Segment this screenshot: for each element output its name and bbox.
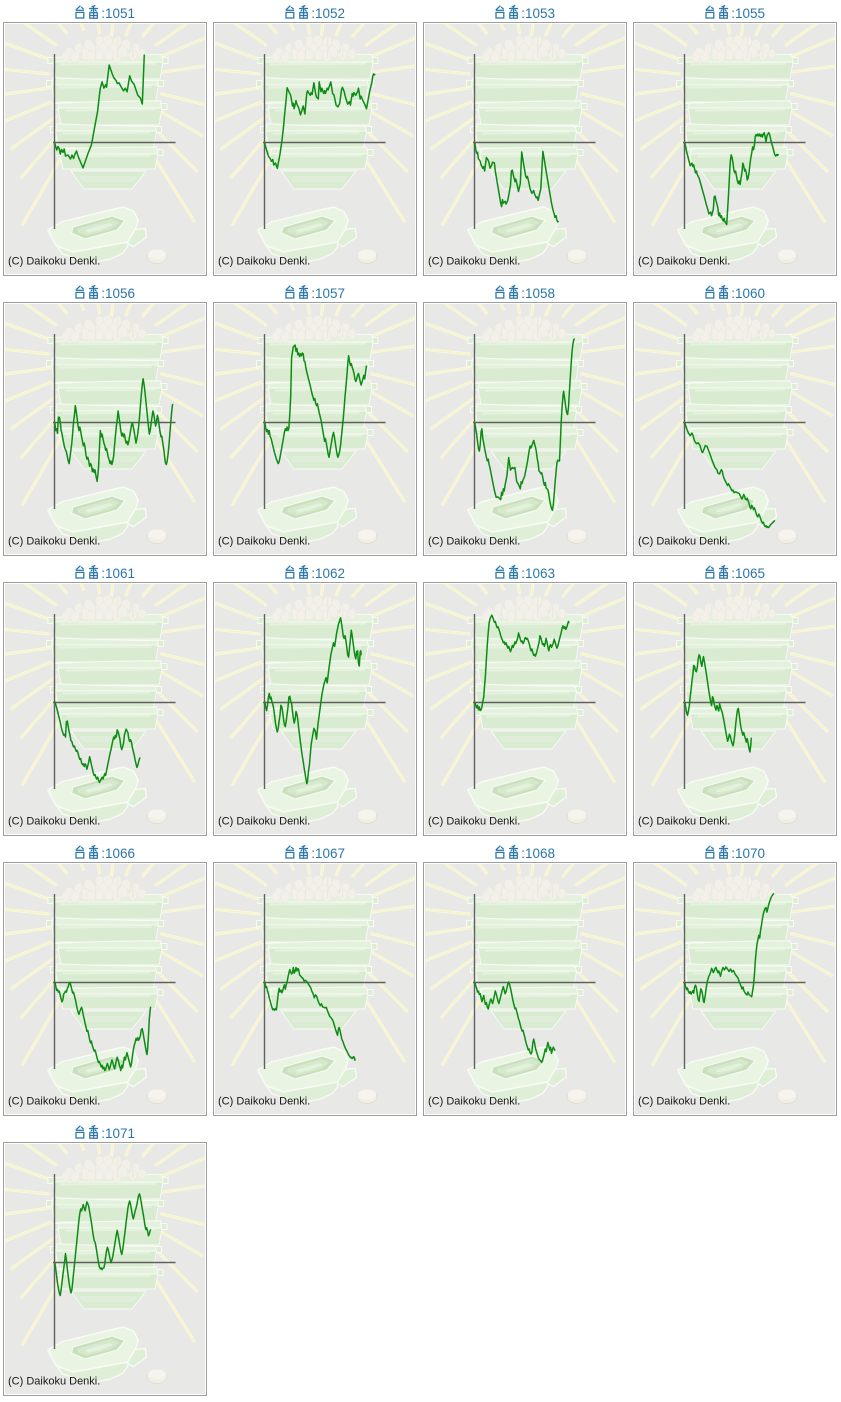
svg-text:(C) Daikoku Denki.: (C) Daikoku Denki.: [428, 816, 520, 828]
svg-text:(C) Daikoku Denki.: (C) Daikoku Denki.: [638, 256, 730, 268]
svg-text::1070: :1070: [731, 846, 765, 861]
svg-text::1063: :1063: [521, 566, 555, 581]
svg-text::1058: :1058: [521, 286, 555, 301]
svg-text::1067: :1067: [311, 846, 345, 861]
svg-text:(C) Daikoku Denki.: (C) Daikoku Denki.: [218, 1096, 310, 1108]
svg-text:(C) Daikoku Denki.: (C) Daikoku Denki.: [218, 816, 310, 828]
svg-text::1051: :1051: [101, 6, 135, 21]
svg-text:(C) Daikoku Denki.: (C) Daikoku Denki.: [8, 536, 100, 548]
svg-text:(C) Daikoku Denki.: (C) Daikoku Denki.: [638, 536, 730, 548]
svg-text::1066: :1066: [101, 846, 135, 861]
svg-text:(C) Daikoku Denki.: (C) Daikoku Denki.: [8, 1376, 100, 1388]
svg-text:(C) Daikoku Denki.: (C) Daikoku Denki.: [428, 256, 520, 268]
svg-text:(C) Daikoku Denki.: (C) Daikoku Denki.: [638, 816, 730, 828]
svg-text:(C) Daikoku Denki.: (C) Daikoku Denki.: [218, 256, 310, 268]
svg-text:(C) Daikoku Denki.: (C) Daikoku Denki.: [8, 256, 100, 268]
svg-text::1071: :1071: [101, 1126, 135, 1141]
svg-text::1060: :1060: [731, 286, 765, 301]
svg-text::1068: :1068: [521, 846, 555, 861]
svg-text::1056: :1056: [101, 286, 135, 301]
svg-text:(C) Daikoku Denki.: (C) Daikoku Denki.: [8, 1096, 100, 1108]
svg-text:(C) Daikoku Denki.: (C) Daikoku Denki.: [8, 816, 100, 828]
svg-text::1052: :1052: [311, 6, 345, 21]
svg-text::1061: :1061: [101, 566, 135, 581]
svg-text::1057: :1057: [311, 286, 345, 301]
svg-text::1053: :1053: [521, 6, 555, 21]
svg-text:(C) Daikoku Denki.: (C) Daikoku Denki.: [428, 536, 520, 548]
svg-text::1062: :1062: [311, 566, 345, 581]
svg-text:(C) Daikoku Denki.: (C) Daikoku Denki.: [218, 536, 310, 548]
svg-text::1055: :1055: [731, 6, 765, 21]
svg-text:(C) Daikoku Denki.: (C) Daikoku Denki.: [638, 1096, 730, 1108]
svg-text::1065: :1065: [731, 566, 765, 581]
svg-text:(C) Daikoku Denki.: (C) Daikoku Denki.: [428, 1096, 520, 1108]
